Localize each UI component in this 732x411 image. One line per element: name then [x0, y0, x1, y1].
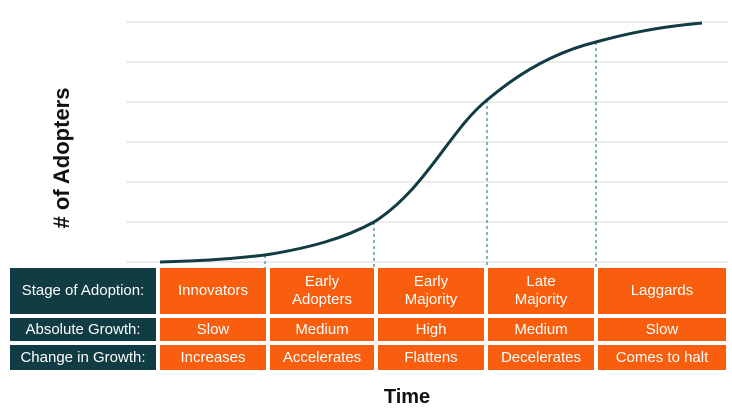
growth-innovators: Slow [160, 318, 266, 341]
growth-laggards: Slow [598, 318, 726, 341]
adoption-curve-chart [126, 21, 728, 268]
change-early-adopters: Accelerates [270, 345, 374, 370]
y-axis-label: # of Adopters [49, 87, 74, 229]
adoption-s-curve [159, 21, 703, 264]
stage-early-majority: Early Majority [378, 268, 484, 314]
growth-late-majority: Medium [488, 318, 594, 341]
growth-early-majority: High [378, 318, 484, 341]
stage-laggards: Laggards [598, 268, 726, 314]
row-header-absolute-growth: Absolute Growth: [10, 318, 156, 341]
x-axis-label: Time [383, 386, 431, 408]
change-laggards: Comes to halt [598, 345, 726, 370]
change-early-majority: Flattens [378, 345, 484, 370]
change-innovators: Increases [160, 345, 266, 370]
change-late-majority: Decelerates [488, 345, 594, 370]
stage-late-majority: Late Majority [488, 268, 594, 314]
growth-early-adopters: Medium [270, 318, 374, 341]
stage-early-adopters: Early Adopters [270, 268, 374, 314]
row-header-stage: Stage of Adoption: [10, 268, 156, 314]
row-header-change-in-growth: Change in Growth: [10, 345, 156, 370]
stage-innovators: Innovators [160, 268, 266, 314]
